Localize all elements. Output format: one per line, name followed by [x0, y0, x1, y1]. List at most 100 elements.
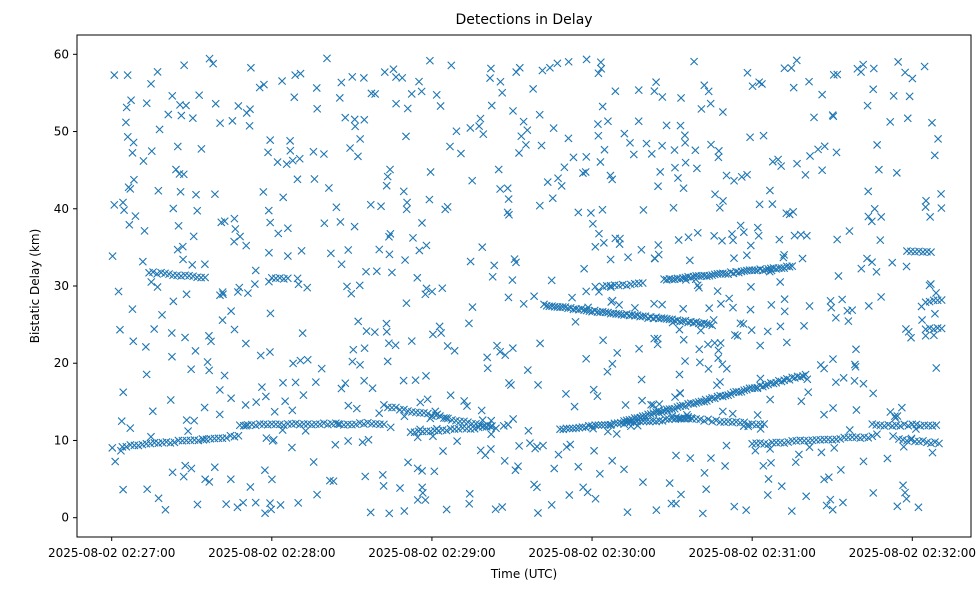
- data-point: [897, 403, 906, 412]
- data-point: [582, 55, 591, 64]
- data-point: [650, 254, 659, 263]
- data-point: [832, 148, 841, 157]
- data-point: [147, 278, 156, 286]
- data-point: [382, 319, 391, 328]
- data-point: [267, 505, 276, 514]
- data-point: [650, 299, 659, 308]
- data-point: [829, 70, 838, 79]
- data-point: [415, 246, 424, 255]
- data-point: [341, 379, 350, 388]
- data-point: [655, 400, 664, 409]
- data-point: [535, 201, 544, 210]
- data-point: [751, 446, 760, 455]
- data-point: [831, 313, 840, 322]
- data-point: [630, 303, 639, 312]
- data-point: [266, 499, 275, 508]
- data-point: [428, 330, 437, 339]
- data-point: [899, 481, 908, 490]
- data-point: [515, 441, 524, 450]
- data-point: [108, 443, 117, 452]
- data-point: [359, 73, 368, 82]
- data-point: [319, 150, 328, 159]
- data-point: [279, 193, 288, 202]
- data-point: [561, 389, 570, 398]
- data-point: [733, 331, 742, 340]
- data-point: [594, 229, 603, 238]
- data-point: [705, 320, 714, 329]
- data-point: [126, 424, 135, 433]
- data-point: [379, 400, 388, 409]
- data-point: [138, 257, 147, 266]
- data-point: [241, 400, 250, 409]
- data-point: [504, 379, 513, 387]
- data-point: [694, 283, 703, 292]
- data-point: [700, 319, 709, 327]
- data-point: [714, 153, 723, 162]
- data-point: [545, 63, 554, 72]
- data-point: [246, 63, 255, 72]
- data-point: [656, 167, 665, 176]
- data-point: [533, 508, 542, 517]
- data-point: [686, 273, 695, 282]
- data-point: [758, 382, 767, 391]
- data-point: [670, 146, 679, 155]
- data-point: [348, 72, 357, 81]
- data-point: [169, 204, 178, 213]
- data-point: [503, 184, 512, 193]
- data-point: [669, 203, 678, 212]
- data-point: [589, 385, 598, 394]
- data-point: [445, 142, 454, 151]
- data-point: [705, 304, 714, 313]
- data-point: [143, 485, 152, 494]
- data-point: [603, 117, 612, 126]
- data-point: [355, 281, 364, 290]
- data-point: [902, 494, 911, 503]
- data-point: [386, 423, 395, 432]
- data-point: [200, 260, 209, 269]
- data-point: [443, 202, 452, 211]
- data-point: [114, 287, 123, 296]
- data-point: [147, 79, 156, 88]
- data-point: [926, 248, 935, 257]
- data-point: [354, 317, 363, 326]
- data-point: [892, 168, 901, 177]
- data-point: [755, 200, 764, 209]
- data-point: [174, 221, 183, 230]
- data-point: [729, 303, 737, 312]
- data-point: [693, 228, 702, 237]
- data-point: [465, 489, 474, 498]
- data-point: [665, 479, 674, 488]
- data-point: [671, 393, 680, 402]
- data-point: [233, 287, 242, 296]
- data-point: [802, 492, 811, 501]
- data-point: [852, 345, 860, 354]
- data-point: [416, 398, 425, 407]
- data-point: [759, 461, 768, 470]
- data-point: [831, 378, 840, 387]
- data-point: [658, 92, 667, 101]
- data-point: [565, 424, 574, 433]
- data-point: [383, 357, 392, 366]
- data-point: [863, 101, 872, 110]
- data-point: [658, 141, 667, 150]
- data-point: [876, 236, 885, 245]
- data-point: [905, 92, 914, 101]
- data-point: [417, 218, 426, 227]
- data-point: [586, 208, 595, 217]
- data-point: [645, 417, 654, 426]
- data-point: [380, 68, 389, 77]
- data-point: [571, 317, 580, 326]
- data-point: [654, 182, 663, 191]
- data-point: [391, 341, 400, 350]
- data-point: [767, 458, 775, 467]
- data-point: [260, 466, 269, 475]
- data-point: [803, 375, 812, 384]
- data-point: [460, 396, 469, 405]
- data-point: [678, 274, 687, 283]
- data-point: [868, 432, 877, 441]
- data-point: [859, 457, 868, 466]
- data-point: [375, 245, 384, 254]
- data-point: [600, 145, 609, 154]
- data-point: [344, 246, 353, 255]
